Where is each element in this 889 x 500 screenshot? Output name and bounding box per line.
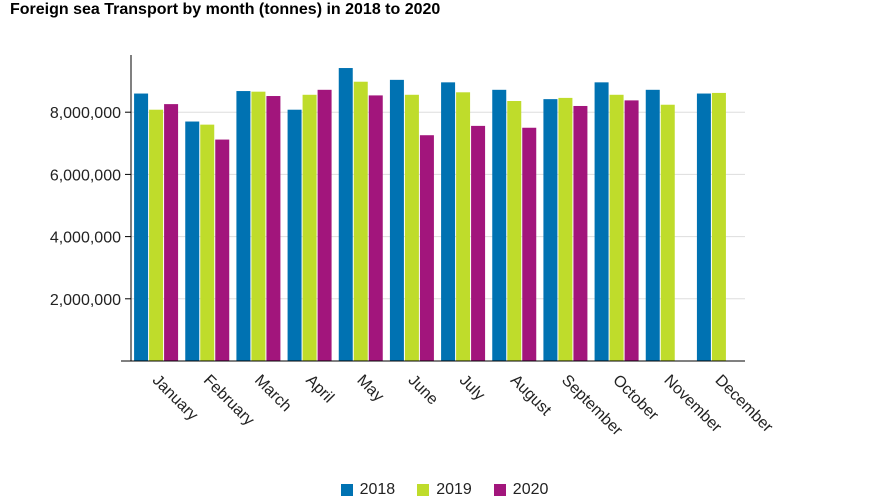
legend-label: 2018 — [359, 481, 396, 498]
legend-swatch — [493, 484, 506, 496]
bar-2019-november — [660, 104, 675, 362]
bar-2018-march — [236, 91, 251, 361]
bar-2020-january — [164, 104, 179, 361]
legend-item[interactable]: 2018 — [340, 481, 396, 499]
legend: 2018 2019 2020 — [0, 480, 889, 500]
bar-2018-december — [696, 93, 711, 361]
bar-2019-june — [404, 94, 419, 361]
bar-chart: 2,000,000 4,000,000 6,000,000 8,000,000 Janu… — [50, 55, 776, 440]
bar-2019-march — [251, 91, 266, 361]
bar-2020-july — [471, 125, 486, 361]
bar-2019-january — [149, 109, 164, 361]
bar-2019-april — [302, 94, 317, 361]
bar-2018-july — [441, 82, 456, 362]
bar-2019-october — [609, 94, 624, 361]
bar-2020-october — [624, 100, 639, 361]
bar-2018-november — [645, 89, 660, 362]
x-tick-label: July — [456, 372, 488, 404]
y-tick-label: 8,000,000 — [50, 105, 121, 122]
x-tick-label: March — [251, 372, 294, 415]
legend-swatch — [340, 484, 353, 496]
x-tick-label: August — [507, 372, 555, 420]
bar-2019-december — [711, 92, 726, 361]
y-tick-label: 4,000,000 — [50, 230, 121, 247]
bar-2020-may — [368, 95, 383, 361]
bar-2019-february — [200, 124, 215, 361]
legend-label: 2019 — [436, 481, 472, 498]
chart-title: Foreign sea Transport by month (tonnes) … — [10, 1, 441, 18]
legend-item[interactable]: 2019 — [417, 481, 472, 499]
bar-2020-september — [573, 105, 588, 361]
bar-2018-april — [287, 109, 302, 361]
x-tick-label: April — [302, 372, 337, 407]
bar-2018-january — [134, 93, 149, 361]
x-tick-label: February — [200, 372, 257, 429]
bar-2018-september — [543, 99, 558, 361]
gridlines — [131, 111, 745, 300]
bar-2018-may — [338, 68, 353, 362]
x-tick-label: June — [405, 372, 442, 409]
bar-2019-august — [507, 101, 522, 361]
bars — [134, 68, 726, 362]
y-tick-label: 2,000,000 — [50, 292, 121, 309]
legend-item[interactable]: 2020 — [493, 481, 549, 499]
bar-2019-may — [353, 81, 368, 362]
x-tick-label: October — [609, 372, 662, 425]
bar-2020-february — [215, 139, 230, 361]
bar-2020-march — [266, 96, 281, 361]
bar-2020-april — [317, 89, 332, 362]
legend-label: 2020 — [512, 481, 549, 498]
legend-swatch — [417, 484, 430, 496]
axes — [121, 55, 745, 362]
bar-2018-october — [594, 82, 609, 362]
bar-2018-august — [492, 89, 507, 362]
bar-2020-august — [522, 127, 537, 361]
x-tick-label: May — [353, 372, 386, 405]
bar-2019-september — [558, 97, 573, 362]
x-tick-label: January — [149, 372, 201, 424]
y-tick-label: 6,000,000 — [50, 167, 121, 184]
bar-2018-february — [185, 121, 200, 361]
bar-2018-june — [389, 79, 404, 361]
bar-2020-june — [419, 135, 434, 361]
bar-2019-july — [456, 92, 471, 362]
